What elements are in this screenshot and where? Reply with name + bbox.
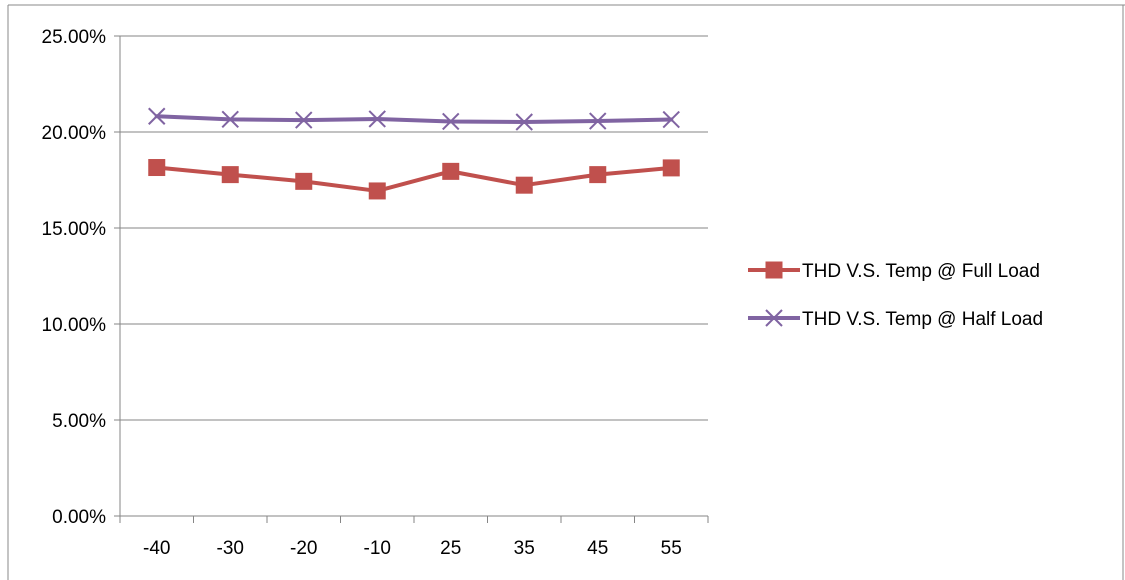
legend-label: THD V.S. Temp @ Full Load — [802, 261, 1040, 282]
data-point — [295, 111, 313, 129]
x-tick-label: -30 — [217, 538, 244, 559]
series-half-load — [148, 107, 680, 131]
data-point — [295, 172, 313, 190]
data-point — [515, 176, 533, 194]
x-tick-label: 25 — [440, 538, 461, 559]
data-point — [221, 166, 239, 184]
x-tick-label: -20 — [290, 538, 317, 559]
data-point — [221, 110, 239, 129]
data-point — [442, 112, 460, 131]
gridlines — [120, 35, 708, 421]
series-line — [154, 114, 674, 125]
data-point — [368, 182, 386, 200]
legend-entry: THD V.S. Temp @ Full Load — [748, 261, 1040, 282]
x-tick-label: 55 — [661, 538, 682, 559]
y-tick-label: 10.00% — [42, 315, 107, 336]
data-point — [148, 159, 166, 177]
series-lines — [148, 107, 680, 200]
data-point — [589, 112, 607, 130]
legend: THD V.S. Temp @ Full Load THD V.S. Temp @… — [748, 261, 1043, 330]
x-tick-label: 45 — [587, 538, 608, 559]
data-point — [662, 110, 680, 129]
y-tick-label: 25.00% — [42, 27, 107, 48]
data-point — [442, 162, 460, 180]
data-point — [589, 166, 607, 184]
legend-entry: THD V.S. Temp @ Half Load — [748, 309, 1043, 330]
data-point — [662, 159, 680, 177]
series-line — [154, 165, 674, 193]
legend-swatch-marker — [765, 261, 783, 279]
y-tick-label: 20.00% — [42, 123, 107, 144]
legend-label: THD V.S. Temp @ Half Load — [802, 309, 1043, 330]
data-point — [368, 110, 386, 128]
x-tick-label: -10 — [364, 538, 391, 559]
axes: 0.00% 5.00% 10.00% 15.00% 20.00% 25.00% -40 -30… — [42, 27, 709, 559]
series-full-load — [148, 159, 680, 200]
x-tick-label: 35 — [514, 538, 535, 559]
data-point — [515, 113, 533, 131]
legend-swatch-marker — [765, 309, 783, 327]
y-tick-label: 5.00% — [52, 411, 106, 432]
x-tick-label: -40 — [143, 538, 170, 559]
data-point — [148, 107, 166, 125]
y-tick-label: 15.00% — [42, 219, 107, 240]
y-tick-label: 0.00% — [52, 507, 106, 528]
